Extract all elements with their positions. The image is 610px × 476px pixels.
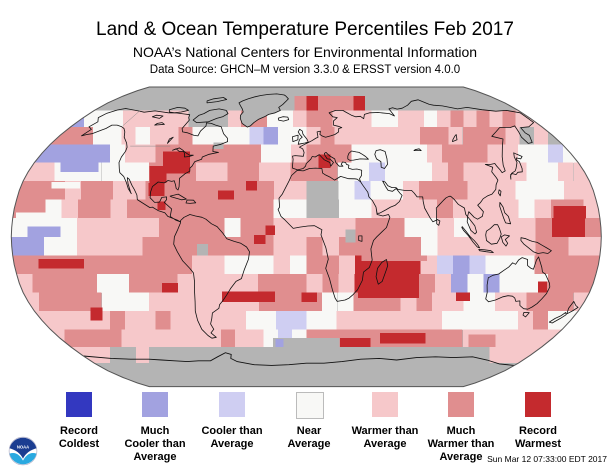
svg-text:NOAA: NOAA — [17, 445, 29, 450]
